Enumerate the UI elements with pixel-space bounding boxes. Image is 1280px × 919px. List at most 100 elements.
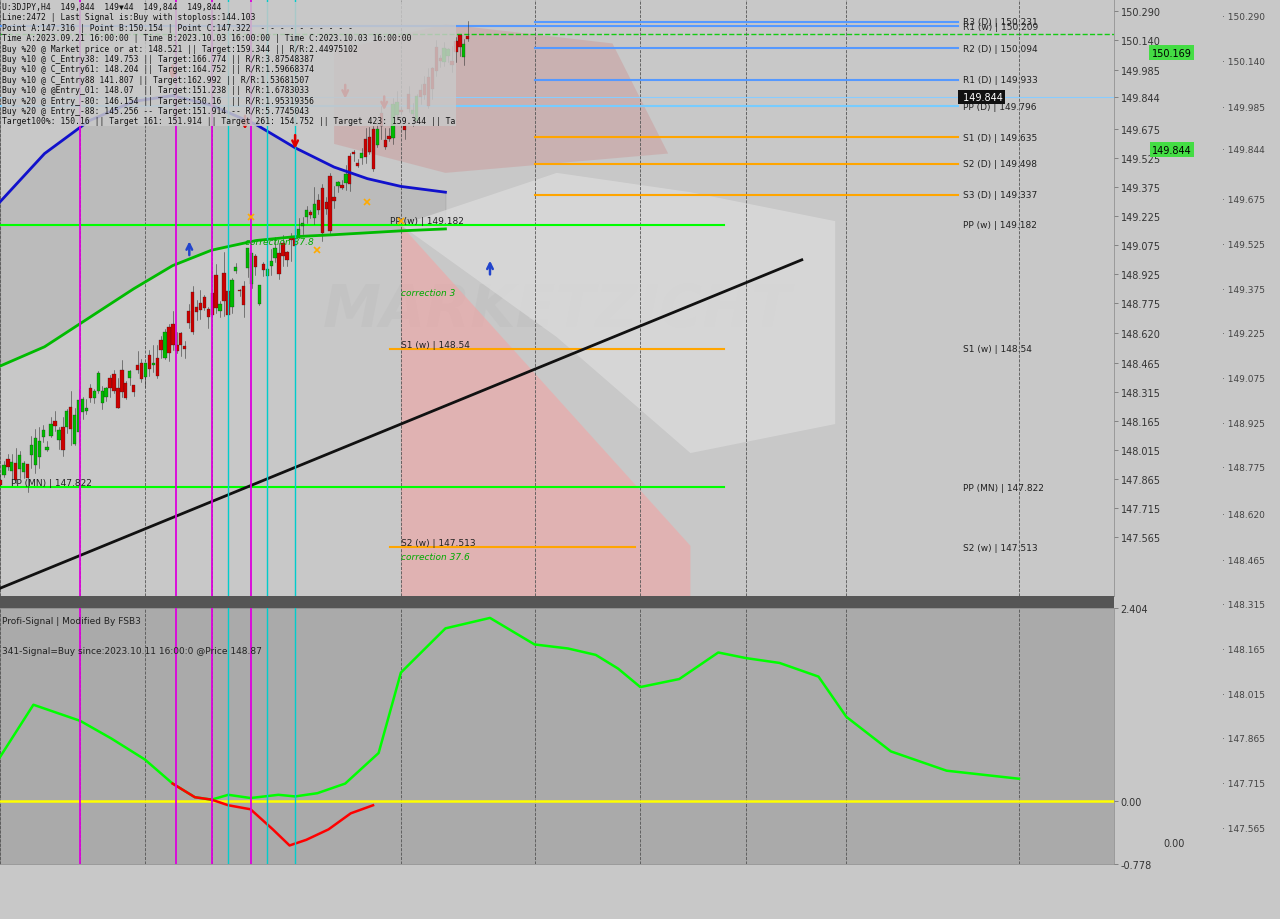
Bar [411,111,415,116]
Text: S1 (w) | 148.54: S1 (w) | 148.54 [964,345,1032,354]
Text: PP (D) | 149.796: PP (D) | 149.796 [964,102,1037,111]
Bar [143,364,147,378]
Bar [147,356,151,369]
Bar [388,137,390,140]
Bar [179,334,183,346]
Bar [344,175,348,184]
Bar [396,103,398,116]
Bar [92,391,96,399]
Bar [77,401,81,432]
Bar [73,415,77,445]
Bar [250,254,253,285]
Bar [364,141,367,158]
Text: PP (MN) | 147.822: PP (MN) | 147.822 [12,479,92,488]
Text: · 150.140: · 150.140 [1221,58,1265,67]
Text: · 149.525: · 149.525 [1221,241,1265,250]
Bar [33,438,37,466]
Text: 150.169: 150.169 [1152,49,1192,59]
Bar [458,36,462,49]
Text: correction 37.6: correction 37.6 [401,552,470,562]
Bar [29,446,33,456]
Bar [88,389,92,399]
Bar [202,298,206,309]
Text: · 148.015: · 148.015 [1221,690,1265,699]
Bar [14,464,18,481]
Text: · 148.620: · 148.620 [1221,510,1265,519]
Text: R1 (D) | 149.933: R1 (D) | 149.933 [964,76,1038,85]
Bar [41,431,45,438]
Bar [26,464,29,479]
Bar [10,463,14,471]
Bar [435,48,438,72]
Bar [352,153,356,154]
Text: · 148.925: · 148.925 [1221,419,1265,428]
Bar [380,113,383,127]
Text: 149.844: 149.844 [960,93,1002,103]
Text: · 149.675: · 149.675 [1221,197,1265,205]
Text: S3 (D) | 149.337: S3 (D) | 149.337 [964,191,1038,200]
Text: PP (w) | 149.182: PP (w) | 149.182 [389,217,463,225]
Bar [195,307,198,312]
Bar [297,230,301,239]
Bar [289,238,293,241]
Bar [301,223,305,227]
Bar [120,370,123,392]
Bar [278,255,280,275]
Bar [151,364,155,366]
Bar [0,481,1,486]
Bar [198,303,202,311]
Bar [316,200,320,211]
Bar [320,189,324,233]
Text: correction 37.8: correction 37.8 [244,238,314,247]
Text: S2 (w) | 147.513: S2 (w) | 147.513 [401,539,476,548]
Bar [371,130,375,169]
Bar [128,371,132,379]
Bar [227,292,229,316]
Bar [253,256,257,268]
Text: · 147.865: · 147.865 [1221,734,1265,743]
Text: S2 (w) | 147.513: S2 (w) | 147.513 [964,543,1038,552]
Bar [340,186,343,189]
Text: · 148.315: · 148.315 [1221,601,1265,609]
Bar [312,205,316,219]
Text: R3 (D) | 150.231: R3 (D) | 150.231 [964,18,1038,28]
Text: PP (MN) | 147.822: PP (MN) | 147.822 [964,483,1044,493]
Bar [183,346,187,349]
Bar [430,69,434,89]
Bar [109,378,111,389]
Bar [160,340,163,350]
Bar [422,85,426,96]
Bar [265,270,269,277]
Bar [419,91,422,98]
Bar [293,238,297,246]
Bar [407,95,411,110]
Bar [443,49,445,62]
Bar [37,442,41,457]
Bar [96,374,100,391]
Text: · 148.465: · 148.465 [1221,556,1265,565]
Bar [172,324,174,346]
Bar [462,45,466,58]
Bar [164,333,166,359]
Bar [415,96,419,122]
Bar [466,37,470,40]
Text: S1 (w) | 148.54: S1 (w) | 148.54 [401,340,470,349]
Bar [46,448,49,450]
Bar [84,409,88,412]
Bar [375,130,379,145]
Bar [367,138,371,153]
Bar [69,408,73,430]
Text: 0.00: 0.00 [1164,838,1185,848]
Text: U:3DJPY,H4  149,844  149▼44  149,844  149,844
Line:2472 | Last Signal is:Buy wit: U:3DJPY,H4 149,844 149▼44 149,844 149,84… [3,3,456,126]
Polygon shape [401,226,690,596]
Bar [360,153,364,159]
Bar [113,374,115,391]
Text: MARKETZICHT: MARKETZICHT [323,281,791,338]
Text: Profi-Signal | Modified By FSB3: Profi-Signal | Modified By FSB3 [3,616,141,625]
Bar [50,425,52,437]
Bar [206,310,210,317]
Bar [191,292,195,333]
Text: R2 (D) | 150.094: R2 (D) | 150.094 [964,45,1038,54]
Bar [140,364,143,380]
Text: · 149.844: · 149.844 [1221,146,1265,155]
